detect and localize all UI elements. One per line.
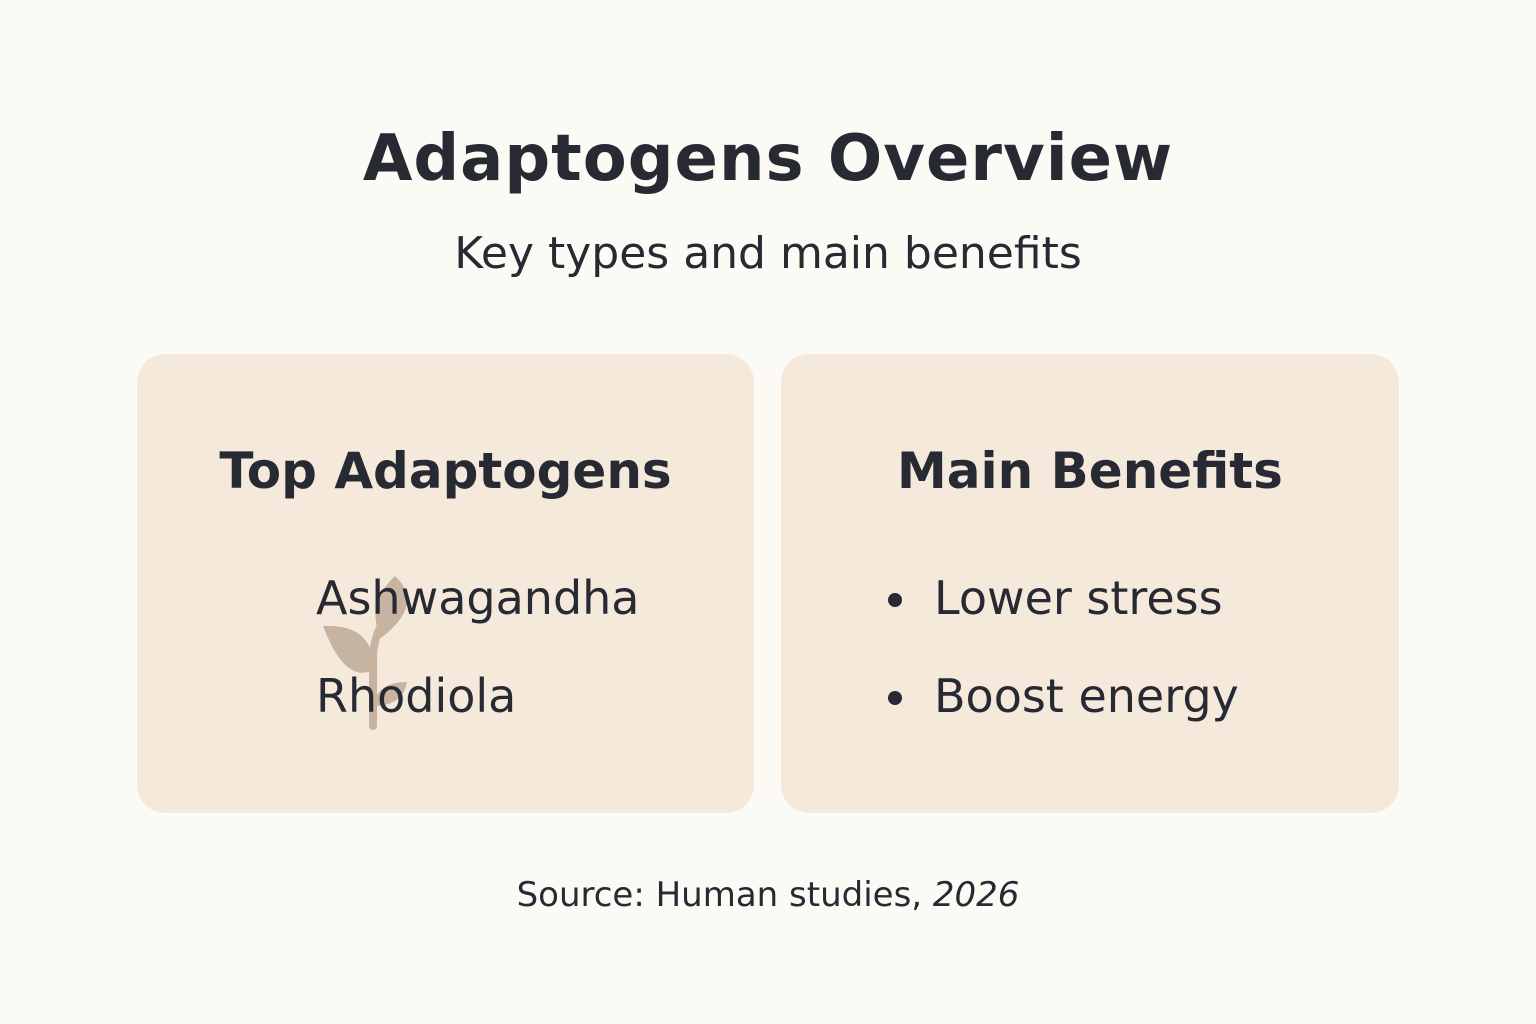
list-item: Ashwagandha [316, 571, 640, 625]
bullet [888, 691, 902, 705]
title: Adaptogens Overview [362, 122, 1174, 196]
list-item: Boost energy [934, 669, 1239, 723]
bullet [888, 593, 902, 607]
source-label: Source: Human studies, [516, 875, 923, 915]
subtitle: Key types and main benefits [454, 228, 1082, 279]
leaf-icon [323, 576, 408, 730]
card-title: Top Adaptogens [219, 442, 672, 500]
card: Main Benefits Lower stress Boost energy [781, 354, 1399, 813]
card: Top Adaptogens Ashwagandha Rhodiola [137, 354, 754, 813]
source-year: 2026 [932, 875, 1020, 915]
list-item: Rhodiola [316, 669, 517, 723]
card-title: Main Benefits [897, 442, 1283, 500]
source: Source: Human studies, 2026 [0, 875, 1536, 915]
list-item: Lower stress [934, 571, 1223, 625]
